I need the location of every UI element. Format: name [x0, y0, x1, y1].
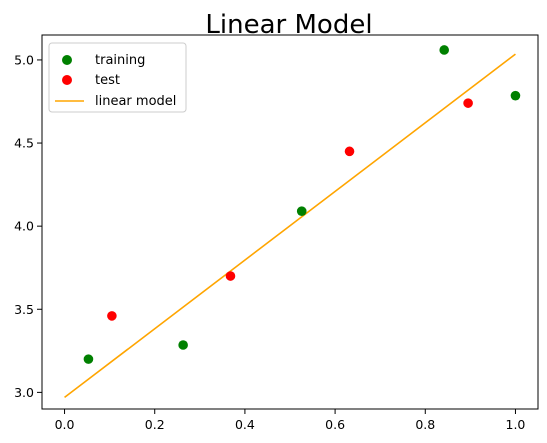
- legend-marker-training: [62, 55, 72, 65]
- data-point-training: [439, 45, 450, 55]
- x-tick-label: 0.0: [55, 417, 75, 432]
- y-axis: 3.0 3.5 4.0 4.5 5.0: [14, 52, 42, 400]
- x-axis: 0.0 0.2 0.4 0.6 0.8 1.0: [55, 409, 526, 432]
- legend-label-linear-model: linear model: [95, 94, 176, 109]
- data-point-test: [463, 98, 473, 108]
- series-layer: [64, 45, 521, 399]
- y-tick-label: 4.5: [14, 136, 34, 151]
- legend-marker-test: [62, 75, 72, 85]
- data-point-training: [296, 206, 307, 216]
- x-tick-label: 0.8: [415, 417, 435, 432]
- y-tick-label: 4.0: [14, 219, 34, 234]
- data-point-training: [510, 90, 521, 101]
- data-point-training: [178, 340, 188, 350]
- series-line-linear-model: [64, 53, 516, 399]
- data-point-test: [107, 311, 117, 321]
- legend: training test linear model: [48, 42, 187, 113]
- legend-label-training: training: [95, 53, 145, 68]
- x-tick-label: 0.2: [145, 417, 165, 432]
- x-tick-label: 0.6: [325, 417, 345, 432]
- x-tick-label: 0.4: [235, 417, 255, 432]
- data-point-test: [225, 271, 236, 281]
- legend-box: [48, 42, 187, 113]
- y-tick-label: 5.0: [14, 52, 34, 67]
- x-tick-label: 1.0: [506, 417, 526, 432]
- y-tick-label: 3.5: [14, 302, 34, 317]
- data-point-training: [83, 354, 94, 364]
- y-tick-label: 3.0: [14, 385, 34, 400]
- legend-label-test: test: [95, 73, 120, 88]
- data-point-test: [344, 146, 355, 157]
